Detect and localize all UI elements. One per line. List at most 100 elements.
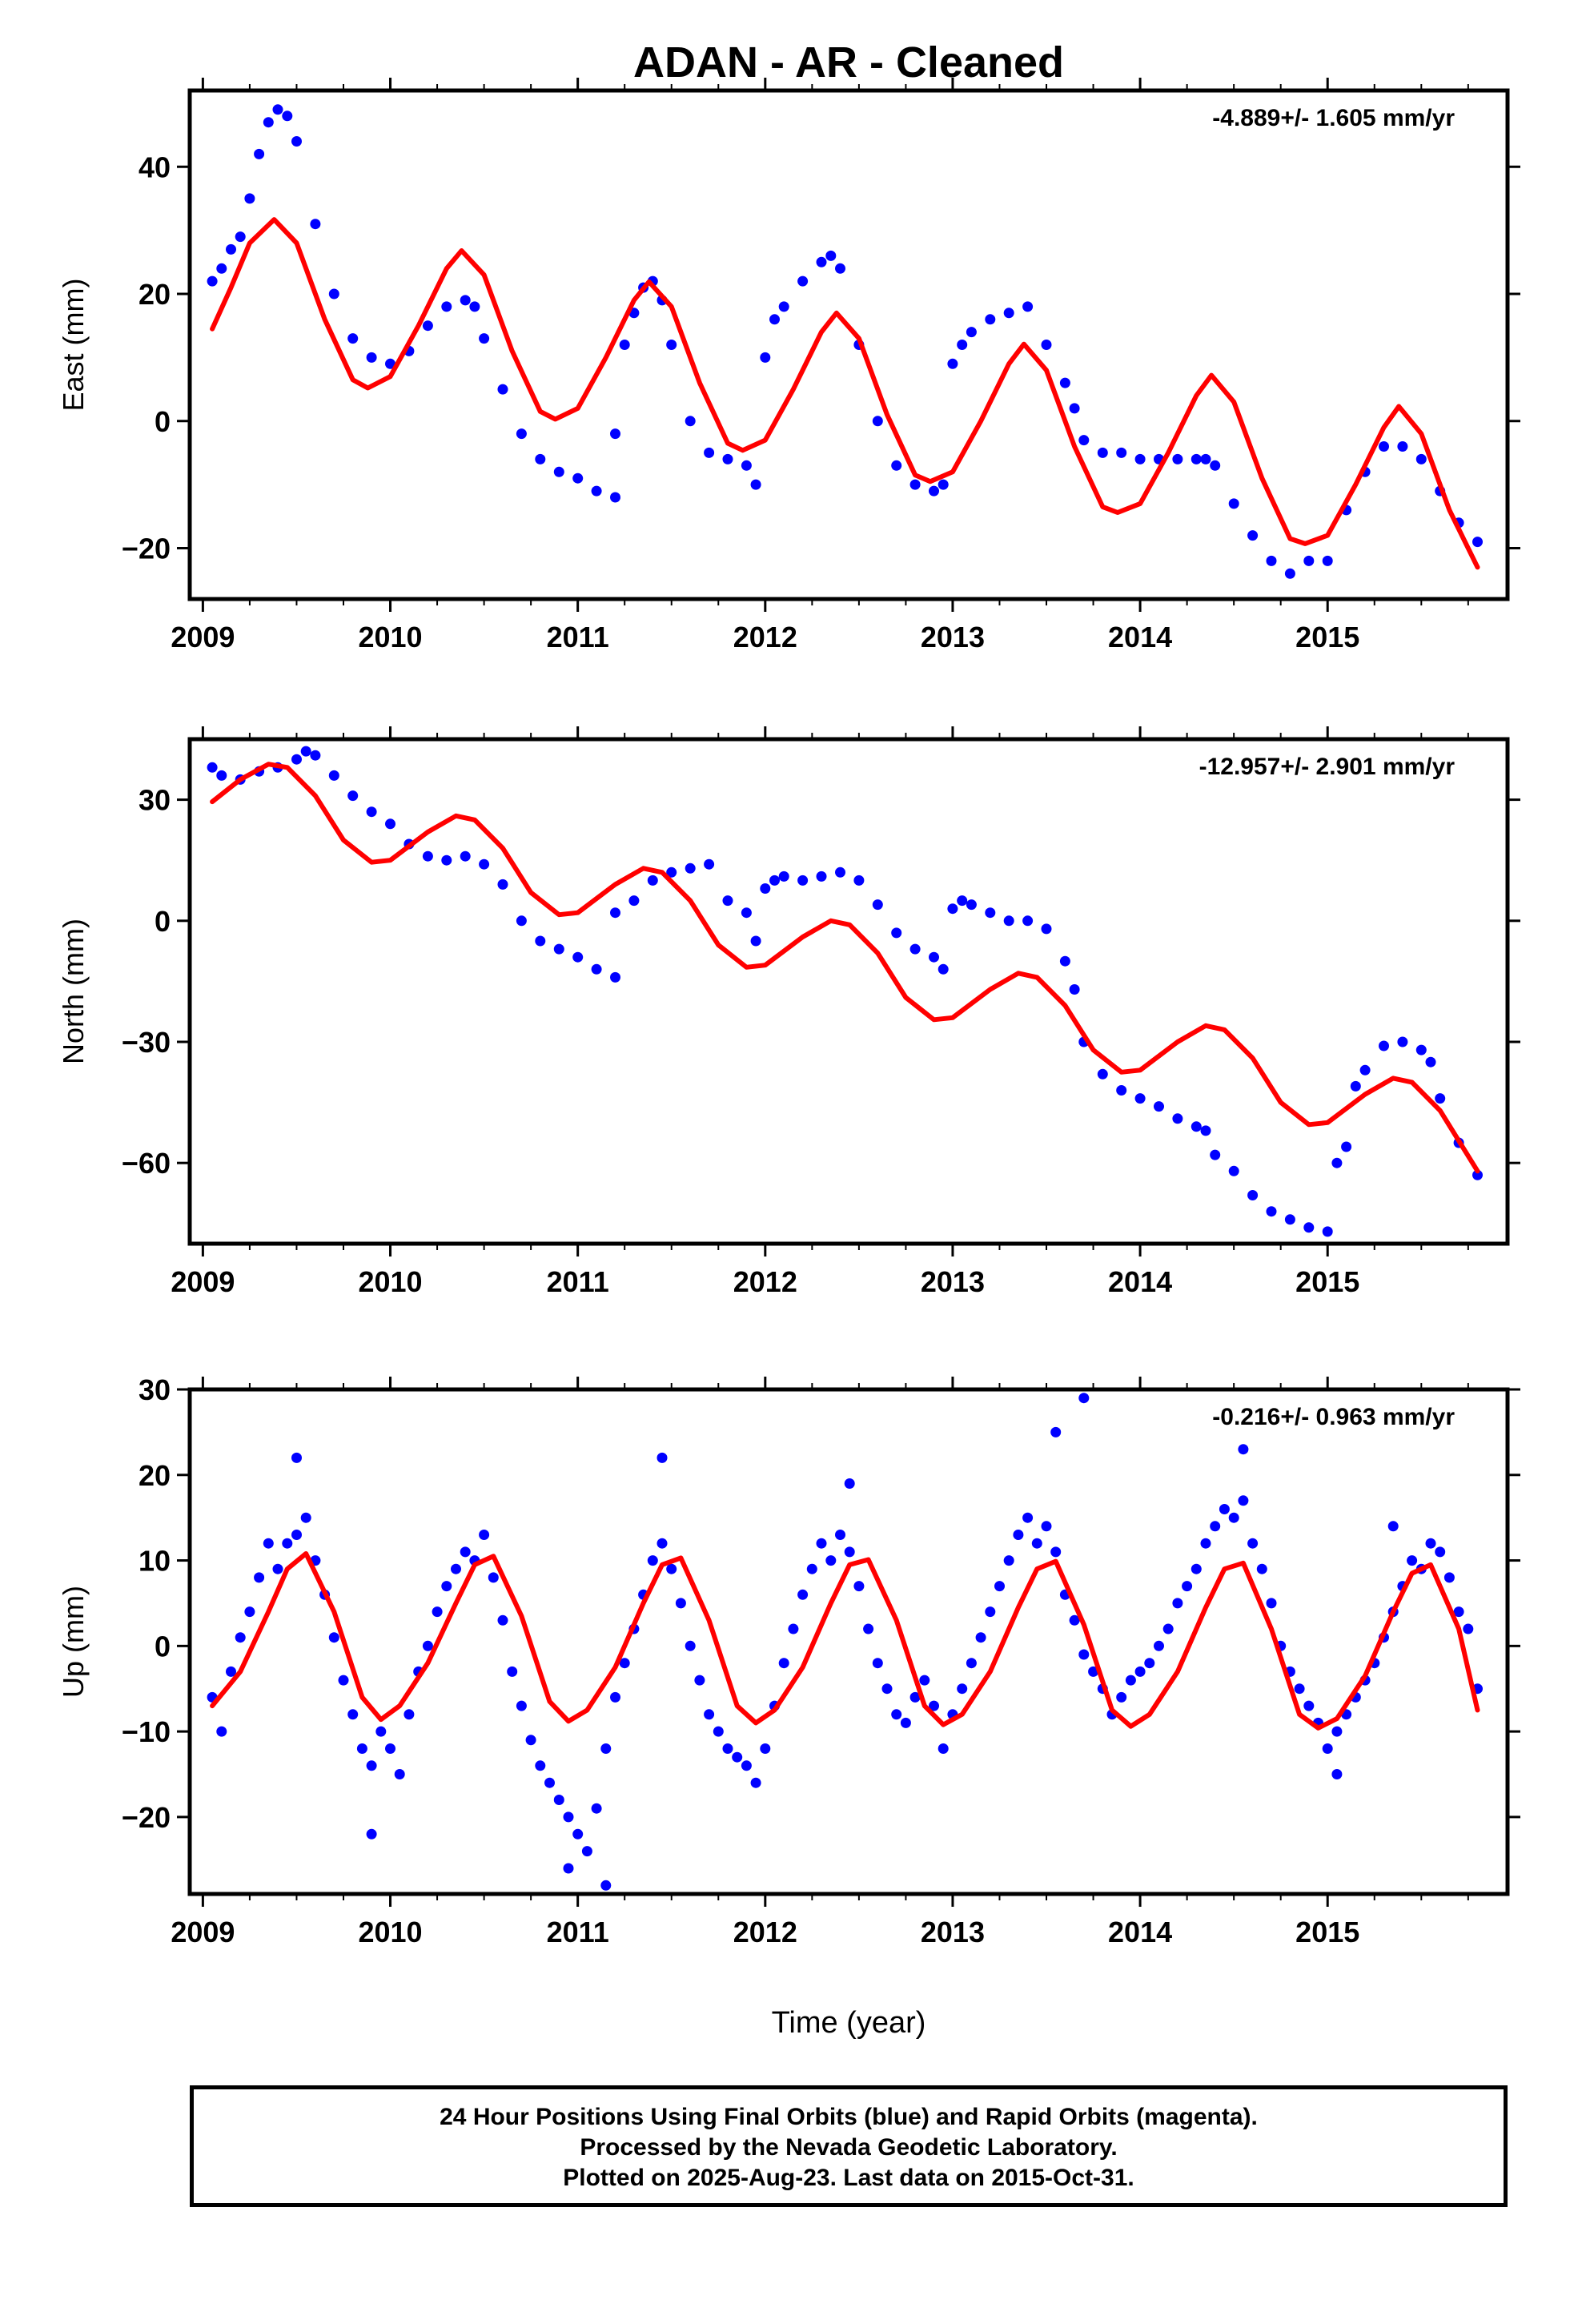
east-observed-point	[835, 263, 845, 274]
east-observed-point	[310, 219, 321, 230]
east-y-tick-label: 0	[155, 405, 171, 438]
up-observed-point	[619, 1658, 630, 1669]
north-observed-point	[328, 770, 339, 781]
up-observed-point	[909, 1691, 921, 1703]
up-observed-point	[366, 1760, 377, 1771]
up-observed-point	[460, 1546, 471, 1558]
north-observed-series	[207, 746, 1483, 1237]
east-observed-point	[1134, 453, 1146, 464]
up-observed-point	[479, 1530, 490, 1540]
up-observed-point	[788, 1623, 799, 1634]
up-x-tick-label: 2010	[358, 1916, 422, 1948]
up-x-tick-label: 2013	[921, 1916, 985, 1948]
north-observed-point	[741, 907, 752, 919]
up-observed-point	[263, 1538, 274, 1549]
up-observed-point	[581, 1846, 592, 1857]
east-observed-point	[610, 428, 620, 440]
north-observed-point	[760, 883, 771, 894]
up-model-line	[210, 1551, 1480, 1731]
north-observed-point	[722, 895, 733, 907]
east-observed-point	[769, 314, 780, 325]
up-observed-point	[694, 1675, 705, 1686]
up-y-tick-label: 30	[139, 1373, 171, 1406]
north-rate-label: -12.957+/- 2.901 mm/yr	[1199, 754, 1456, 780]
north-observed-point	[778, 870, 789, 882]
east-observed-point	[535, 453, 546, 464]
up-observed-point	[704, 1709, 715, 1720]
east-plot-frame	[187, 88, 1510, 601]
up-observed-point	[1172, 1598, 1183, 1609]
up-observed-point	[1144, 1658, 1155, 1669]
up-observed-point	[1182, 1581, 1193, 1592]
up-observed-point	[347, 1709, 359, 1720]
up-observed-point	[1050, 1426, 1062, 1437]
east-observed-point	[929, 485, 939, 497]
up-x-tick-label: 2011	[547, 1916, 609, 1948]
up-observed-point	[1228, 1512, 1239, 1523]
north-x-tick-label: 2009	[171, 1265, 235, 1298]
east-x-ticks: 2009 2010 2011 2012 2013 2014 2015 −20 0 20 40	[122, 78, 1520, 653]
east-observed-point	[872, 416, 883, 427]
east-observed-point	[750, 479, 761, 490]
up-observed-point	[685, 1640, 696, 1651]
east-observed-point	[385, 358, 396, 369]
up-observed-point	[216, 1726, 227, 1737]
up-observed-point	[919, 1675, 930, 1686]
north-observed-point	[1379, 1040, 1389, 1051]
up-observed-point	[666, 1563, 677, 1574]
up-observed-point	[1331, 1726, 1343, 1737]
up-observed-point	[1078, 1393, 1090, 1404]
up-x-ticks: 2009 2010 2011 2012 2013 2014 2015 −20 −10 0 10 20 3…	[122, 1373, 1520, 1948]
north-observed-point	[891, 927, 902, 939]
up-x-tick-label: 2015	[1295, 1916, 1359, 1948]
east-observed-point	[966, 327, 977, 338]
up-observed-point	[432, 1606, 443, 1618]
north-observed-point	[1472, 1169, 1483, 1180]
east-observed-point	[816, 256, 827, 267]
east-observed-point	[778, 301, 789, 312]
north-x-ticks: 2009 2010 2011 2012 2013 2014 2015 −60 −30 0 30	[122, 726, 1520, 1298]
up-observed-point	[844, 1478, 855, 1489]
east-observed-point	[207, 275, 218, 287]
north-observed-point	[207, 762, 218, 773]
east-observed-point	[469, 301, 480, 312]
north-observed-point	[610, 907, 620, 919]
north-observed-point	[347, 790, 359, 802]
east-observed-point	[947, 358, 958, 369]
north-observed-point	[1134, 1093, 1146, 1104]
up-observed-point	[404, 1709, 415, 1720]
north-observed-point	[1210, 1149, 1221, 1160]
north-x-tick-label: 2012	[733, 1265, 797, 1298]
up-observed-point	[872, 1658, 883, 1669]
north-observed-point	[572, 951, 584, 963]
north-y-tick-label: −60	[122, 1147, 171, 1180]
east-observed-point	[291, 136, 302, 147]
up-observed-point	[254, 1572, 265, 1583]
up-observed-point	[366, 1828, 377, 1839]
east-x-tick-label: 2011	[547, 621, 609, 653]
north-observed-point	[769, 875, 780, 886]
up-observed-point	[600, 1743, 612, 1754]
east-y-axis-label: East (mm)	[57, 279, 90, 412]
east-observed-point	[985, 314, 996, 325]
east-observed-point	[1022, 301, 1034, 312]
up-observed-point	[1134, 1666, 1146, 1677]
north-observed-point	[553, 943, 564, 955]
up-observed-point	[816, 1538, 827, 1549]
up-observed-point	[1191, 1563, 1202, 1574]
north-observed-point	[909, 943, 921, 955]
up-observed-point	[938, 1743, 949, 1754]
north-observed-point	[422, 850, 433, 862]
east-y-tick-label: 20	[139, 278, 171, 311]
north-observed-point	[985, 907, 996, 919]
up-observed-point	[900, 1717, 911, 1728]
north-observed-point	[1266, 1206, 1277, 1217]
up-observed-point	[1088, 1666, 1099, 1677]
up-y-tick-label: −20	[122, 1801, 171, 1834]
up-y-tick-label: −10	[122, 1715, 171, 1748]
north-observed-point	[947, 903, 958, 915]
north-observed-point	[591, 963, 602, 975]
up-observed-point	[422, 1640, 433, 1651]
north-observed-point	[460, 850, 471, 862]
